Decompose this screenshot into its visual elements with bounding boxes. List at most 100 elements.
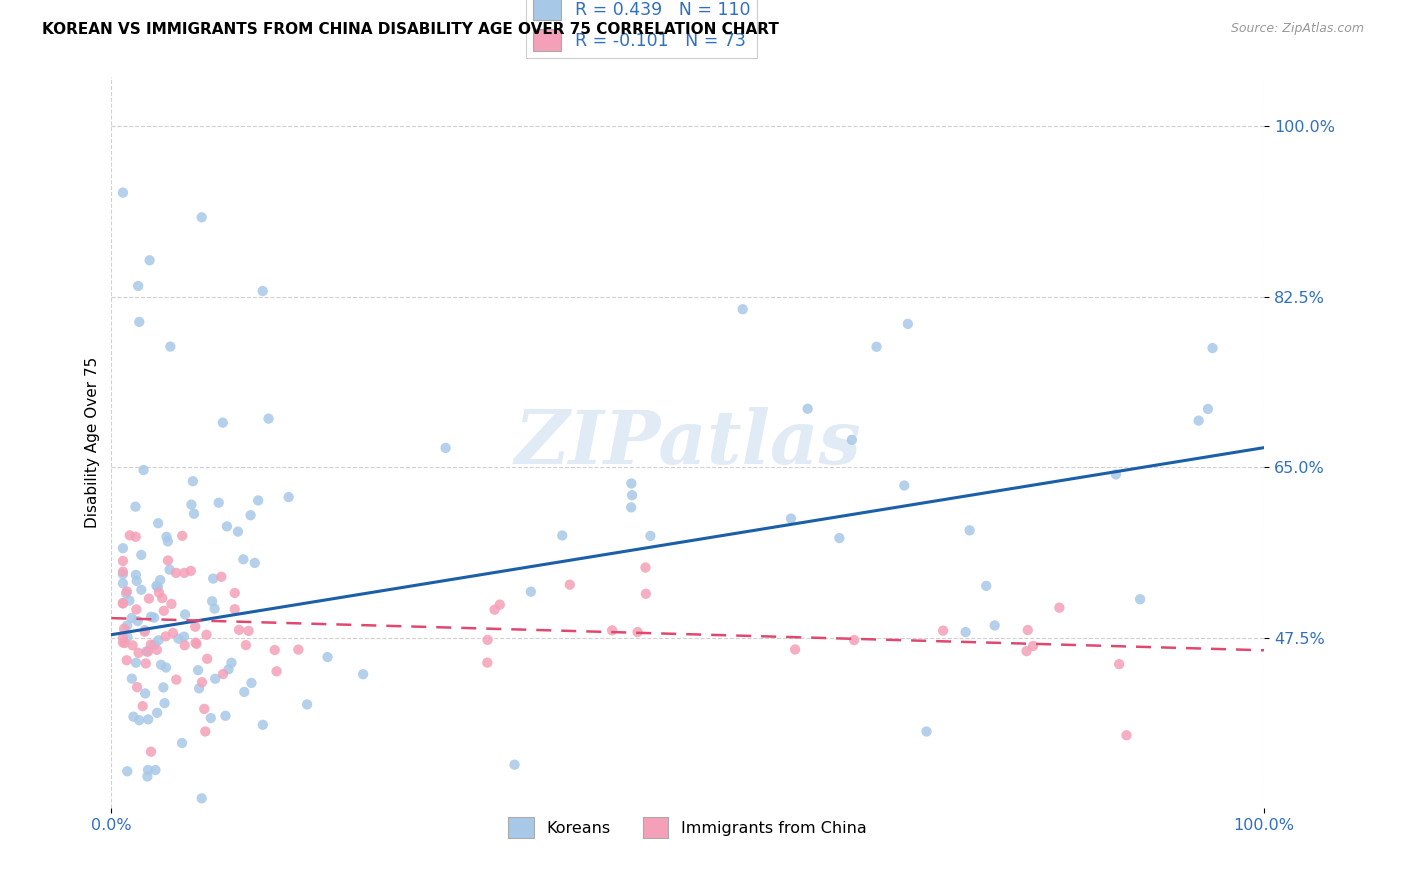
Point [165,673,187,687]
Point [111,576,134,591]
Point [148,585,170,599]
Point [484,603,506,617]
Point [150,657,173,672]
Point [1197,401,1219,416]
Point [149,573,172,587]
Point [165,566,187,580]
Point [218,662,240,676]
Point [477,656,499,670]
Point [228,623,250,637]
Point [731,302,754,317]
Point [520,584,543,599]
Text: Source: ZipAtlas.com: Source: ZipAtlas.com [1230,22,1364,36]
Point [160,597,183,611]
Point [780,511,803,525]
Point [183,507,205,521]
Point [209,570,232,584]
Point [828,531,851,545]
Point [134,624,156,639]
Point [503,757,526,772]
Point [352,667,374,681]
Point [111,596,134,610]
Point [195,628,218,642]
Point [115,618,138,632]
Point [316,650,339,665]
Point [488,598,510,612]
Point [153,604,176,618]
Point [134,686,156,700]
Point [173,638,195,652]
Point [136,645,159,659]
Point [136,712,159,726]
Point [159,563,181,577]
Point [221,656,243,670]
Point [125,602,148,616]
Point [139,745,162,759]
Point [115,586,138,600]
Point [1017,623,1039,637]
Point [184,635,207,649]
Point [634,587,657,601]
Point [551,528,574,542]
Point [252,718,274,732]
Point [893,478,915,492]
Point [204,672,226,686]
Y-axis label: Disability Age Over 75: Disability Age Over 75 [86,357,100,528]
Point [127,614,149,628]
Point [842,633,865,648]
Point [155,629,177,643]
Point [897,317,920,331]
Point [117,630,139,644]
Point [117,764,139,779]
Point [235,638,257,652]
Point [257,411,280,425]
Point [932,624,955,638]
Point [145,763,167,777]
Point [211,416,233,430]
Point [1188,414,1211,428]
Point [640,529,662,543]
Point [263,643,285,657]
Point [201,594,224,608]
Point [162,626,184,640]
Point [146,580,169,594]
Point [226,524,249,539]
Point [785,642,807,657]
Point [1015,644,1038,658]
Point [111,596,134,610]
Point [195,652,218,666]
Point [150,591,173,606]
Point [136,769,159,783]
Point [152,681,174,695]
Point [122,709,145,723]
Point [148,633,170,648]
Point [634,560,657,574]
Point [131,699,153,714]
Point [1201,341,1223,355]
Point [146,706,169,720]
Point [224,586,246,600]
Point [111,567,134,582]
Point [127,680,149,694]
Point [180,564,202,578]
Point [224,602,246,616]
Text: ZIPatlas: ZIPatlas [515,407,860,479]
Point [174,607,197,622]
Point [434,441,457,455]
Point [626,625,648,640]
Point [159,340,181,354]
Point [247,493,270,508]
Point [1105,467,1128,482]
Point [153,696,176,710]
Point [139,638,162,652]
Point [173,566,195,580]
Point [215,519,238,533]
Point [277,490,299,504]
Point [865,340,887,354]
Point [111,554,134,568]
Point [143,610,166,624]
Point [1129,592,1152,607]
Point [621,488,644,502]
Point [132,463,155,477]
Point [243,556,266,570]
